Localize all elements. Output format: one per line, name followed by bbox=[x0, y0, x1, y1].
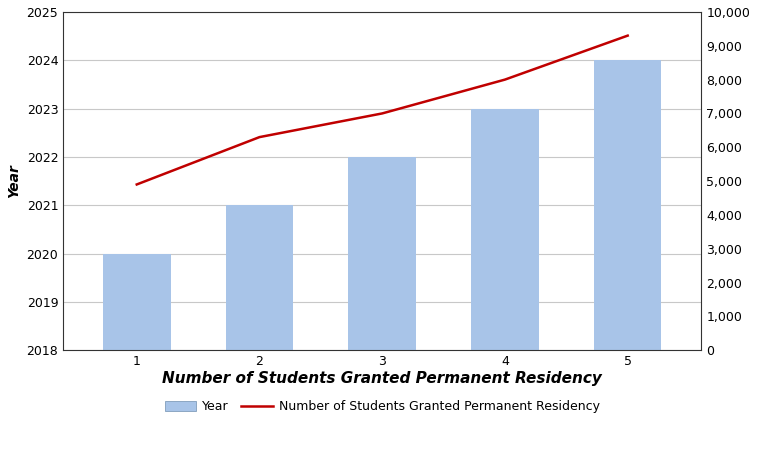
Legend: Year, Number of Students Granted Permanent Residency: Year, Number of Students Granted Permane… bbox=[160, 396, 605, 418]
Bar bbox=[103, 254, 170, 350]
X-axis label: Number of Students Granted Permanent Residency: Number of Students Granted Permanent Res… bbox=[162, 371, 602, 386]
Bar bbox=[471, 109, 539, 350]
Bar bbox=[226, 205, 293, 350]
Bar bbox=[348, 157, 416, 350]
Y-axis label: Year: Year bbox=[7, 164, 21, 198]
Bar bbox=[594, 60, 662, 350]
